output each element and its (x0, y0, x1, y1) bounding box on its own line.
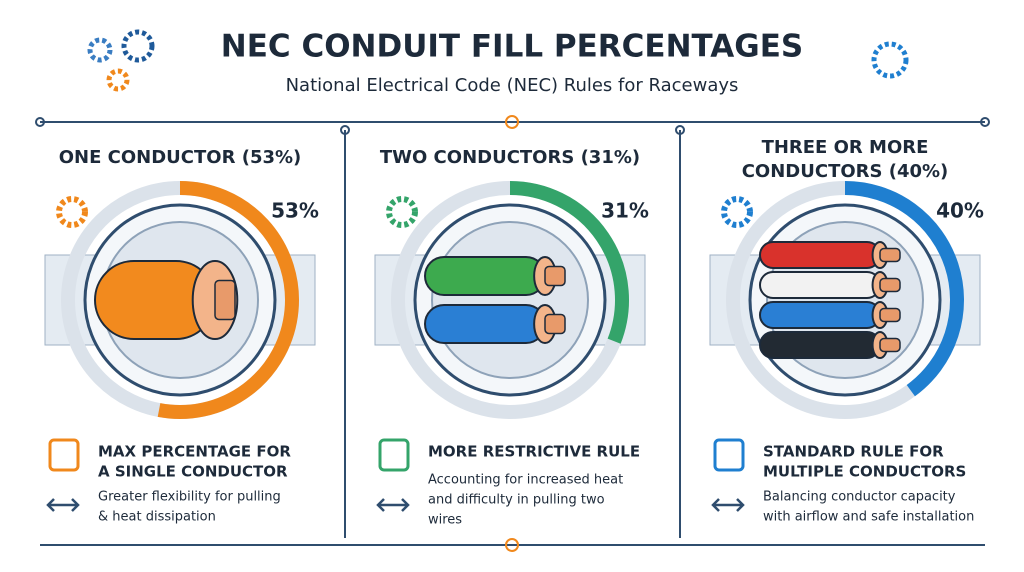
panel-heading: THREE OR MORE (762, 137, 929, 158)
copper (544, 313, 566, 335)
gauge-arc (844, 181, 964, 397)
description: Accounting for increased heat (428, 473, 623, 488)
description: and difficulty in pulling two (428, 493, 605, 508)
description: & heat dissipation (98, 510, 216, 525)
cable (759, 241, 881, 269)
copper (544, 265, 566, 287)
arrow-icon (46, 498, 80, 512)
conduit-hole (431, 221, 589, 379)
panel-heading: ONE CONDUCTOR (53%) (59, 147, 302, 168)
description: Balancing conductor capacity (763, 490, 956, 505)
gear-icon (721, 196, 753, 228)
gauge-arc (509, 181, 629, 344)
arrow-icon (711, 498, 745, 512)
subtitle: National Electrical Code (NEC) Rules for… (286, 75, 739, 96)
copper (879, 247, 901, 263)
gear-icon (56, 196, 88, 228)
description: with airflow and safe installation (763, 510, 974, 525)
description: wires (428, 513, 462, 528)
gear-icon (386, 196, 418, 228)
rule-icon (48, 438, 80, 472)
rule-heading: MORE RESTRICTIVE RULE (428, 443, 640, 461)
cable (424, 304, 546, 344)
rule-heading: MULTIPLE CONDUCTORS (763, 463, 966, 481)
rule-icon (378, 438, 410, 472)
rule-heading: A SINGLE CONDUCTOR (98, 463, 288, 481)
percent-label: 31% (601, 199, 649, 223)
rule-heading: STANDARD RULE FOR (763, 443, 944, 461)
gauge-arc (157, 181, 299, 419)
panel-heading: TWO CONDUCTORS (31%) (380, 147, 640, 168)
cable (759, 331, 881, 359)
copper (879, 307, 901, 323)
arrow-icon (376, 498, 410, 512)
percent-label: 53% (271, 199, 319, 223)
copper (879, 277, 901, 293)
panel-heading: CONDUCTORS (40%) (742, 161, 949, 182)
copper (879, 337, 901, 353)
frame (35, 115, 990, 552)
copper (214, 279, 236, 321)
description: Greater flexibility for pulling (98, 490, 281, 505)
cable (424, 256, 546, 296)
cable (759, 301, 881, 329)
rule-heading: MAX PERCENTAGE FOR (98, 443, 291, 461)
gear-icons (87, 29, 909, 92)
title: NEC CONDUIT FILL PERCENTAGES (221, 29, 803, 65)
rule-icon (713, 438, 745, 472)
cable (759, 271, 881, 299)
percent-label: 40% (936, 199, 984, 223)
